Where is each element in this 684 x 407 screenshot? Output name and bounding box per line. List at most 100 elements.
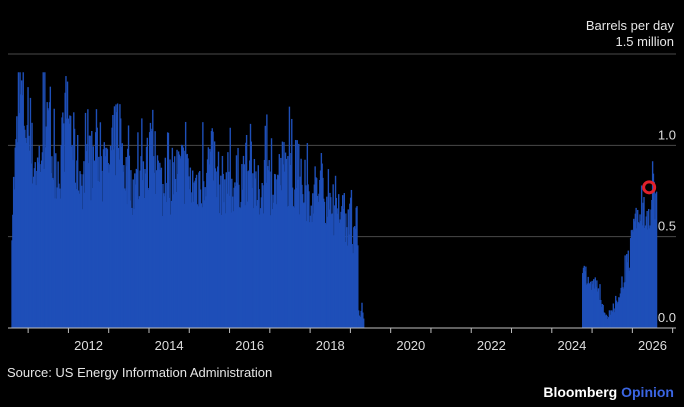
bar [297,179,299,328]
bar [250,141,252,328]
bar [120,146,123,328]
bar [294,139,297,328]
bar [215,171,217,328]
bar [176,149,178,328]
bar [632,231,634,328]
bar [193,182,195,328]
bar [50,173,52,328]
unit-label: Barrels per day [585,18,674,33]
bar [245,142,247,328]
bar [27,87,29,328]
bar [334,205,336,328]
bar [240,201,242,328]
bar [170,200,173,328]
bar [315,177,317,328]
highlight-marker [642,180,657,195]
bar [55,198,58,328]
bar [25,143,28,328]
bar [255,171,257,328]
bar [23,125,25,329]
bar [55,153,57,328]
bar [40,160,43,328]
bar [28,135,30,328]
bar [82,174,84,328]
bar [107,162,109,328]
bar [295,187,298,328]
bar [156,155,159,328]
bar [332,184,334,328]
bar [211,128,213,328]
bar [212,131,214,328]
bar [358,315,361,328]
bar [347,209,349,328]
bar [346,245,349,328]
bar [192,201,195,328]
bar [123,188,126,328]
bar [244,205,246,328]
bar [202,181,205,328]
bar [127,148,129,328]
bar [187,158,189,328]
bar [342,208,345,328]
bar [227,152,229,328]
bar [349,197,352,328]
bar [233,187,235,328]
bar [239,208,242,328]
bar [654,219,656,328]
bar [166,182,168,328]
bar [628,270,630,328]
bar [357,299,359,328]
bar [220,175,222,328]
bar [617,301,619,328]
bar [296,140,298,328]
bar [112,114,114,328]
bar [650,209,652,328]
bar [118,159,120,328]
bar [148,189,150,328]
bar [646,211,648,328]
bar [168,197,170,328]
bar [631,229,633,328]
bar [625,282,627,328]
bar [601,303,604,328]
bar [76,160,78,328]
bar [587,276,589,328]
bar [585,266,587,328]
bar [110,150,113,328]
bar [164,157,167,328]
bar [652,173,655,328]
bar [588,283,590,328]
bar [274,174,277,328]
bar [69,116,72,328]
bar [147,187,149,328]
bar [199,189,202,328]
bar [64,92,66,328]
bar [20,80,23,328]
bar [594,277,596,328]
bar [102,201,104,328]
bar [213,141,216,328]
bar [191,202,193,328]
bar [66,118,68,328]
bar [49,86,52,329]
bar [171,147,174,328]
bar [243,164,245,328]
bar [216,197,218,328]
bar [33,168,36,328]
bar [87,109,89,328]
bar [600,306,603,328]
bar [330,197,332,328]
bar [116,112,118,328]
bar [246,201,249,328]
bar [29,97,32,329]
bar [173,194,175,328]
bar [301,184,303,328]
bar [206,159,209,328]
bar [141,180,144,328]
bar [350,189,353,328]
bar [585,284,588,328]
bar [114,175,116,328]
brand-name: Bloomberg [543,384,618,400]
bar [637,222,640,328]
x-tick-label: 2020 [396,338,425,353]
